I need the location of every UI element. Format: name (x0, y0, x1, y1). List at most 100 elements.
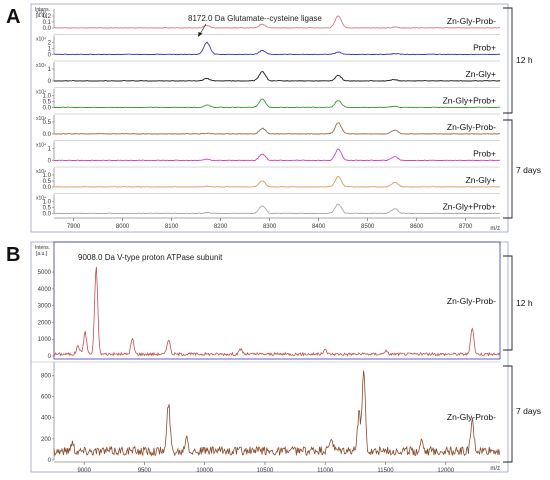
plot-y-tick-label: 0 (48, 354, 52, 360)
x-tick-label: 8000 (116, 224, 130, 230)
row-y-tick-label: 1.0 (43, 200, 52, 206)
spectrum-trace (54, 148, 501, 161)
row-y-tick-label: 0.0 (43, 106, 52, 112)
series-label: Zn-Gly-Prob- (447, 16, 496, 26)
bracket-12h-b (503, 255, 513, 351)
panel-a-annotation: 8172.0 Da Glutamate--cysteine ligase (188, 14, 322, 23)
spectrum-trace (53, 71, 501, 82)
panel-b-traces: 500040003000200010000Zn-Gly-Prob-8006004… (31, 254, 500, 464)
x-tick-label: 8700 (459, 224, 473, 230)
row-exponent-label: x10⁴ (36, 116, 46, 122)
series-label: Zn-Gly-Prob- (447, 122, 496, 132)
bracket-7d-b (503, 365, 513, 463)
plot-y-tick-label: 0 (48, 458, 52, 464)
panel-a-x-axis: 7900 8000 8100 8200 8300 8400 8500 8600 8700 (54, 217, 500, 230)
row-y-tick-label: 0.0 (43, 185, 52, 191)
row-exponent-label: x10⁴ (36, 143, 46, 149)
row-y-tick-label: 0.5 (43, 120, 52, 126)
row-y-tick-label: 1 (48, 147, 52, 153)
spectrum-trace (53, 15, 501, 29)
x-tick-label: 8200 (214, 224, 228, 230)
plot-y-tick-label: 4000 (38, 287, 52, 293)
series-label: Zn-Gly-Prob- (447, 412, 496, 422)
panel-a-traces: x10⁴0.20.10.0Zn-Gly-Prob-x10⁴210Prob+x10… (36, 9, 501, 218)
series-label: Zn-Gly+ (466, 69, 497, 79)
series-label: Zn-Gly-Prob- (447, 296, 496, 306)
row-y-tick-label: 0.5 (43, 100, 52, 106)
spectrum-trace (53, 266, 500, 357)
panel-b-frame (30, 241, 509, 473)
x-tick-label: 10500 (257, 468, 274, 474)
group-label-12h-a: 12 h (516, 55, 533, 65)
x-tick-label: 9500 (138, 468, 152, 474)
group-label-7d-a: 7 days (516, 165, 541, 175)
plot-y-tick-label: 600 (41, 394, 52, 400)
series-label: Zn-Gly+Prob+ (443, 202, 496, 212)
plot-y-tick-label: 3000 (38, 304, 52, 310)
x-tick-label: 8500 (361, 224, 375, 230)
row-y-tick-label: 0.0 (43, 26, 52, 32)
x-tick-label: 7900 (67, 224, 81, 230)
row-y-tick-label: 0.0 (43, 212, 52, 218)
spectrum-trace (53, 41, 501, 56)
panel-a-letter: A (6, 6, 20, 28)
plot-y-tick-label: 5000 (38, 270, 52, 276)
panel-a-y-unit-bracket: [a.u.] (36, 13, 48, 19)
x-tick-label: 8300 (263, 224, 277, 230)
row-y-tick-label: 1.0 (43, 173, 52, 179)
annotation-arrowhead (198, 32, 203, 37)
series-label: Zn-Gly+ (466, 175, 497, 185)
row-exponent-label: x10⁴ (36, 37, 46, 43)
panel-b-x-unit: m/z (490, 466, 500, 472)
row-y-tick-label: 0 (48, 53, 52, 59)
row-exponent-label: x10⁴ (36, 63, 46, 69)
spectrum-trace (53, 122, 501, 135)
annotation-arrow (199, 23, 207, 35)
row-y-tick-label: 0 (48, 159, 52, 165)
row-y-tick-label: 2 (48, 41, 52, 47)
panel-a-frame (30, 3, 509, 233)
spectrum-trace (53, 203, 501, 214)
row-exponent-label: x10⁴ (36, 10, 46, 16)
panel-b-letter: B (6, 244, 20, 266)
spectrum-trace (53, 370, 500, 457)
panel-b-x-axis: 9000 9500 10000 10500 11000 11500 12000 (54, 461, 500, 474)
x-tick-label: 11000 (317, 468, 334, 474)
row-y-tick-label: 1 (48, 47, 52, 53)
row-exponent-label: x10⁴ (36, 169, 46, 175)
row-y-tick-label: 0.5 (43, 179, 52, 185)
panel-a-y-unit: Intens. (35, 7, 50, 13)
series-label: Prob+ (473, 149, 496, 159)
group-label-12h-b: 12 h (516, 298, 533, 308)
row-exponent-label: x10⁴ (36, 90, 46, 96)
row-y-tick-label: 0.2 (43, 14, 52, 20)
row-y-tick-label: 0.1 (43, 20, 52, 26)
row-y-tick-label: 0 (48, 79, 52, 85)
panel-a-x-unit: m/z (490, 226, 500, 232)
row-exponent-label: x10⁴ (36, 196, 46, 202)
row-y-tick-label: 0.0 (43, 132, 52, 138)
plot-y-tick-label: 400 (41, 416, 52, 422)
bracket-7d-a (503, 119, 513, 219)
x-tick-label: 9000 (77, 468, 91, 474)
spectrum-trace (54, 175, 501, 188)
plot-y-tick-label: 2000 (38, 320, 52, 326)
bracket-12h-a (503, 7, 513, 114)
panel-b-y-unit: Intens. (35, 245, 50, 251)
series-label: Prob+ (473, 43, 496, 53)
x-tick-label: 8400 (312, 224, 326, 230)
x-tick-label: 12000 (437, 468, 454, 474)
plot-y-tick-label: 800 (41, 373, 52, 379)
spectrum-trace (54, 98, 501, 108)
panel-b-y-unit-bracket: [a.u.] (36, 251, 48, 257)
series-label: Zn-Gly+Prob+ (443, 96, 496, 106)
x-tick-label: 10000 (196, 468, 213, 474)
panel-b-annotation: 9008.0 Da V-type proton ATPase subunit (78, 253, 223, 262)
plot-y-tick-label: 200 (41, 437, 52, 443)
x-tick-label: 11500 (377, 468, 394, 474)
row-y-tick-label: 1 (48, 67, 52, 73)
x-tick-label: 8600 (410, 224, 424, 230)
row-y-tick-label: 1.0 (43, 94, 52, 100)
group-label-7d-b: 7 days (516, 406, 541, 416)
